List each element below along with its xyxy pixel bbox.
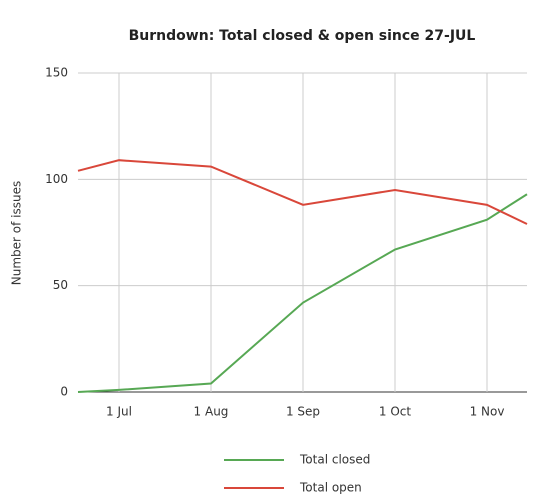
x-tick-label: 1 Jul (106, 405, 132, 419)
x-tick-label: 1 Oct (379, 405, 411, 419)
x-tick-label: 1 Sep (286, 405, 320, 419)
legend-label: Total open (299, 481, 362, 495)
y-tick-label: 0 (60, 385, 68, 399)
chart-title: Burndown: Total closed & open since 27-J… (129, 28, 476, 44)
legend-label: Total closed (299, 453, 370, 467)
y-tick-label: 150 (45, 66, 68, 80)
series-line (77, 193, 528, 393)
y-axis-label: Number of issues (10, 181, 24, 285)
series-line (77, 159, 528, 225)
y-tick-label: 100 (45, 172, 68, 186)
x-tick-label: 1 Aug (194, 405, 229, 419)
y-tick-label: 50 (53, 278, 68, 292)
x-tick-label: 1 Nov (470, 405, 505, 419)
